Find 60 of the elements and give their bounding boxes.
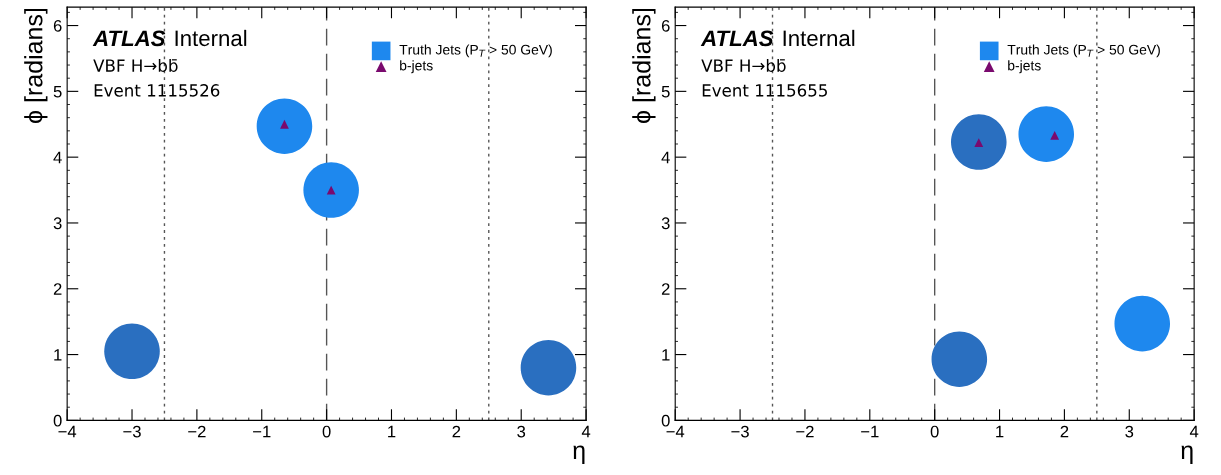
point [303,162,359,218]
point [520,339,577,396]
annotation: Event 1115526 [94,84,220,97]
legend-label: Truth Jets (P$_{T}$ > 50 GeV) [399,44,552,58]
y-tick-label: 1 [662,349,670,361]
x-tick-label: −1 [253,425,271,438]
y-tick-label: 4 [53,151,62,164]
x-tick-label: 1 [388,425,396,438]
y-tick-label: 3 [661,217,670,230]
y-axis-title: ϕ [radians] [632,8,656,123]
point [931,331,988,387]
x-tick-label: −2 [188,425,206,438]
y-tick-label: 0 [661,414,670,427]
x-tick-label: −3 [731,425,749,438]
text: Internal [175,29,247,47]
x-tick-label: 3 [1125,425,1134,438]
annotation: Event 1115655 [702,84,827,97]
annotation: VBF H→bb̄ [701,58,786,72]
legend-label: b-jets [1008,60,1041,74]
y-tick-label: 2 [53,283,62,295]
y-tick-label: 0 [53,414,62,427]
x-tick-label: 4 [581,425,591,438]
y-tick-label: 6 [53,19,62,32]
point [326,185,336,195]
y-tick-label: 4 [661,151,670,164]
x-tick-label: 2 [452,425,461,438]
annotation: VBF H→bb̄ [93,58,178,72]
point [951,114,1007,170]
text: Internal [783,29,855,47]
x-tick-label: 2 [1060,425,1069,438]
x-axis-title: η [1181,445,1193,465]
x-tick-label: −4 [58,425,77,438]
text: ATLAS [700,30,774,47]
point [974,138,984,148]
legend-label: b-jets [400,60,433,74]
x-tick-label: −4 [666,425,685,438]
y-tick-label: 5 [661,85,670,98]
y-axis-title: ϕ [radians] [24,8,48,123]
y-tick-label: 1 [54,349,62,361]
x-tick-label: −3 [123,425,141,438]
point [280,119,289,129]
x-tick-label: −2 [796,425,814,438]
point [1114,295,1171,352]
legend-label: Truth Jets (P$_{T}$ > 50 GeV) [1007,44,1160,58]
y-tick-label: 5 [53,85,62,98]
y-tick-label: 3 [53,217,62,230]
point [1018,106,1075,162]
point [256,98,313,155]
x-tick-label: 4 [1189,425,1199,438]
x-tick-label: 3 [517,425,526,438]
point [104,323,160,380]
point [1050,131,1060,140]
text: ATLAS [92,30,166,47]
y-tick-label: 6 [661,19,670,32]
x-axis-title: η [573,445,585,465]
x-tick-label: −1 [861,425,879,438]
y-tick-label: 2 [661,283,670,295]
x-tick-label: 1 [996,425,1004,438]
x-tick-label: 0 [322,425,331,438]
x-tick-label: 0 [930,425,939,438]
